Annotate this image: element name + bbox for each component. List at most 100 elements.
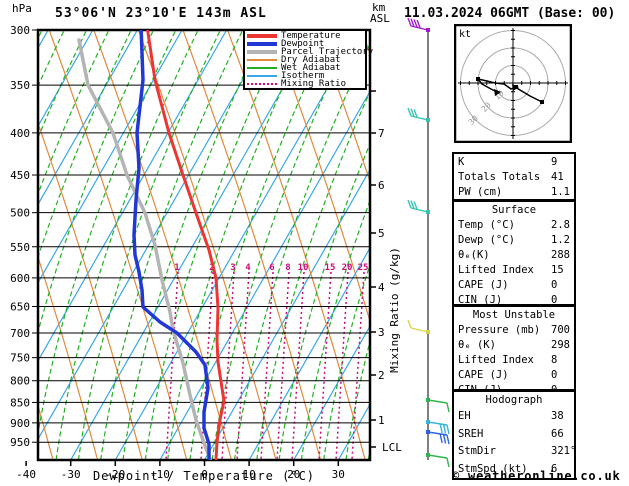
isotherm-line: [203, 168, 370, 460]
wind-barb: [407, 319, 430, 334]
row-value: 0: [551, 279, 558, 291]
panel-title: Hodograph: [485, 394, 543, 406]
legend-label: Temperature: [281, 31, 341, 41]
row-label: Dewp (°C): [458, 234, 515, 246]
mixing-ratio-line: [291, 271, 305, 460]
x-axis-label: Dewpoint / Temperature (°C): [92, 469, 316, 483]
row-value: 321°: [551, 445, 577, 457]
km-tick-label: 2: [378, 369, 385, 382]
km-tick-label: 5: [378, 227, 385, 240]
pressure-tick-label: 450: [10, 169, 30, 182]
dry-adiabat-line: [182, 30, 322, 460]
wind-barb: [426, 453, 450, 468]
table-row: CAPE (J) 0: [458, 278, 570, 293]
isotherm-line: [70, 30, 317, 460]
legend-label: Mixing Ratio: [281, 79, 347, 89]
mixing-ratio-value: 3: [230, 263, 235, 273]
row-value: 38: [551, 410, 564, 422]
isotherm-line: [293, 324, 370, 460]
wet-adiabat-line: [345, 339, 370, 460]
wet-adiabat-line: [233, 42, 370, 460]
hodograph-trace: [477, 78, 543, 103]
legend-label: Dewpoint: [281, 39, 325, 49]
table-row: Pressure (mb) 700: [458, 323, 570, 338]
temperature-tick-label: -20: [105, 468, 125, 481]
pressure-tick-label: 350: [10, 79, 30, 92]
pressure-tick-label: 300: [10, 24, 30, 37]
pressure-tick-label: 550: [10, 241, 30, 254]
table-row: StmDir 321°: [458, 443, 576, 461]
row-value: 8: [551, 354, 558, 366]
table-row: θₑ(K) 288: [458, 248, 570, 263]
row-label: EH: [458, 410, 471, 422]
pressure-tick-label: 900: [10, 417, 30, 430]
lcl-label: LCL: [382, 441, 402, 454]
row-label: Lifted Index: [458, 264, 534, 276]
wet-adiabat-line: [38, 30, 177, 438]
mixing-ratio-line: [236, 271, 250, 460]
mixing-ratio-value: 10: [298, 263, 309, 273]
panel-most-unstable: Most Unstable Pressure (mb) 700 θₑ (K) 298 Li…: [452, 305, 576, 396]
table-row: θₑ (K) 298: [458, 338, 570, 353]
wet-adiabat-line: [391, 30, 450, 460]
km-tick-label: 1: [378, 414, 385, 427]
wind-barb: [426, 430, 450, 445]
row-label: CAPE (J): [458, 279, 509, 291]
legend-label: Isotherm: [281, 71, 325, 81]
mixing-ratio-line: [260, 271, 274, 460]
altitude-unit-km: km: [372, 1, 386, 14]
row-label: PW (cm): [458, 186, 503, 198]
mixing-ratio-line: [165, 271, 179, 460]
wet-adiabat-line: [144, 30, 288, 460]
dry-adiabat-line: [137, 30, 277, 460]
mixing-ratio-value: 4: [245, 263, 251, 273]
pressure-tick-label: 950: [10, 436, 30, 449]
km-tick-label: 3: [378, 326, 385, 339]
pressure-tick-label: 600: [10, 272, 30, 285]
legend-swatch: [247, 67, 277, 69]
row-label: Lifted Index: [458, 354, 534, 366]
legend-swatch: [247, 83, 277, 85]
dry-adiabat-line: [271, 30, 370, 323]
temperature-tick-label: -10: [150, 468, 170, 481]
legend-label: Wet Adiabat: [281, 63, 341, 73]
legend-item: Wet Adiabat: [247, 63, 363, 73]
table-row: Lifted Index 15: [458, 263, 570, 278]
copyright-footer: © weatheronline.co.uk: [452, 469, 621, 483]
pressure-tick-label: 400: [10, 127, 30, 140]
row-label: Totals Totals: [458, 171, 541, 183]
row-label: StmSpd (kt): [458, 462, 528, 475]
mixing-ratio-value: 20: [342, 263, 353, 273]
row-label: CAPE (J): [458, 369, 509, 381]
mixing-ratio-value: 6: [269, 263, 274, 273]
wet-adiabat-line: [367, 444, 370, 460]
row-value: 288: [551, 249, 570, 261]
wet-adiabat-line: [167, 30, 311, 460]
table-row: Dewp (°C) 1.2: [458, 233, 570, 248]
hodograph-arrowhead: [494, 89, 501, 96]
pressure-tick-label: 750: [10, 352, 30, 365]
wet-adiabat-line: [77, 30, 221, 460]
dry-adiabat-line: [227, 30, 366, 460]
wet-adiabat-line: [38, 30, 88, 140]
pressure-tick-label: 500: [10, 207, 30, 220]
table-row: EH 38: [458, 408, 570, 426]
isotherm-line: [38, 30, 94, 128]
table-row: CIN (J) 0: [458, 293, 570, 308]
row-value: 66: [551, 427, 564, 440]
wet-adiabat-line: [300, 198, 370, 460]
mixing-ratio-axis-label: Mixing Ratio (g/kg): [388, 247, 401, 373]
pressure-tick-label: 850: [10, 396, 30, 409]
row-value: 1.2: [551, 234, 570, 246]
hodograph-arrowhead: [512, 84, 519, 91]
wind-barb: [426, 420, 450, 435]
legend-swatch: [247, 42, 277, 46]
dry-adiabat-line: [38, 255, 99, 460]
legend-label: Parcel Trajectory: [281, 47, 374, 57]
wet-adiabat-line: [211, 30, 355, 460]
pressure-unit-label: hPa: [12, 2, 32, 15]
pressure-tick-label: 700: [10, 327, 30, 340]
station-title: 53°06'N 23°10'E 143m ASL: [55, 6, 267, 21]
isotherm-line: [0, 30, 4, 460]
